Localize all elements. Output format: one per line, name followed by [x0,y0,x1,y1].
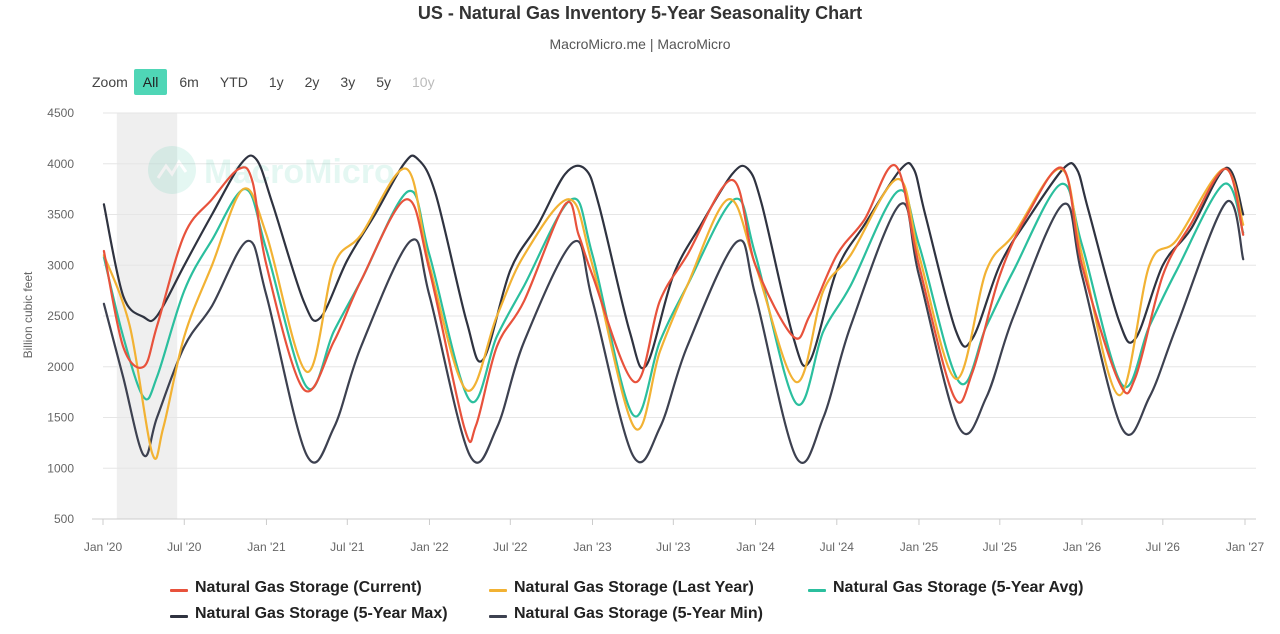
series-line-current[interactable] [102,164,1245,444]
zoom-5y-button[interactable]: 5y [376,74,391,90]
watermark-logo-icon [148,146,196,194]
y-tick-label: 4500 [47,106,74,120]
y-tick-label: 500 [54,512,74,526]
legend-swatch-last-year [489,589,507,592]
zoom-3y-button[interactable]: 3y [340,74,356,90]
zoom-6m-button[interactable]: 6m [179,74,199,90]
x-tick-label: Jul '22 [493,540,528,554]
x-tick-label: Jul '23 [656,540,691,554]
x-tick-label: Jan '20 [84,540,123,554]
zoom-2y-button[interactable]: 2y [304,74,320,90]
legend-label-current: Natural Gas Storage (Current) [195,579,422,596]
x-tick-label: Jul '26 [1146,540,1181,554]
zoom-all-button[interactable]: All [133,69,168,95]
zoom-bar: Zoom All 6m YTD 1y 2y 3y 5y 10y [92,69,447,95]
y-tick-label: 1500 [47,411,74,425]
x-tick-label: Jan '21 [247,540,286,554]
series-line-5yr-avg[interactable] [102,182,1245,418]
x-tick-label: Jan '25 [900,540,939,554]
x-tick-label: Jul '20 [167,540,202,554]
x-tick-label: Jan '24 [736,540,775,554]
legend-label-5yr-max: Natural Gas Storage (5-Year Max) [195,605,448,622]
x-tick-label: Jul '24 [820,540,855,554]
x-tick-label: Jan '22 [410,540,449,554]
y-tick-label: 4000 [47,157,74,171]
x-tick-label: Jan '26 [1063,540,1102,554]
x-tick-label: Jan '27 [1226,540,1265,554]
legend-swatch-5yr-max [170,615,188,618]
x-tick-label: Jul '21 [330,540,365,554]
legend-swatch-5yr-min [489,615,507,618]
x-tick-label: Jan '23 [573,540,612,554]
y-tick-label: 2000 [47,360,74,374]
legend-swatch-5yr-avg [808,589,826,592]
y-tick-label: 3000 [47,258,74,272]
legend-label-5yr-min: Natural Gas Storage (5-Year Min) [514,605,763,622]
zoom-1y-button[interactable]: 1y [268,74,284,90]
legend-swatch-current [170,589,188,592]
series-line-5yr-min[interactable] [102,199,1245,464]
zoom-10y-button[interactable]: 10y [412,74,435,90]
y-tick-label: 1000 [47,461,74,475]
series-line-5yr-max[interactable] [102,154,1245,370]
chart-title: US - Natural Gas Inventory 5-Year Season… [417,3,863,23]
watermark-text: MacroMicro [204,153,395,191]
legend-label-5yr-avg: Natural Gas Storage (5-Year Avg) [833,579,1084,596]
chart-subtitle: MacroMicro.me | MacroMicro [549,36,731,52]
y-tick-label: 2500 [47,309,74,323]
legend-label-last-year: Natural Gas Storage (Last Year) [514,579,754,596]
y-axis-label: Billion cubic feet [21,271,35,358]
y-tick-label: 3500 [47,208,74,222]
zoom-label: Zoom [92,74,128,90]
x-tick-label: Jul '25 [983,540,1018,554]
zoom-ytd-button[interactable]: YTD [219,74,248,90]
